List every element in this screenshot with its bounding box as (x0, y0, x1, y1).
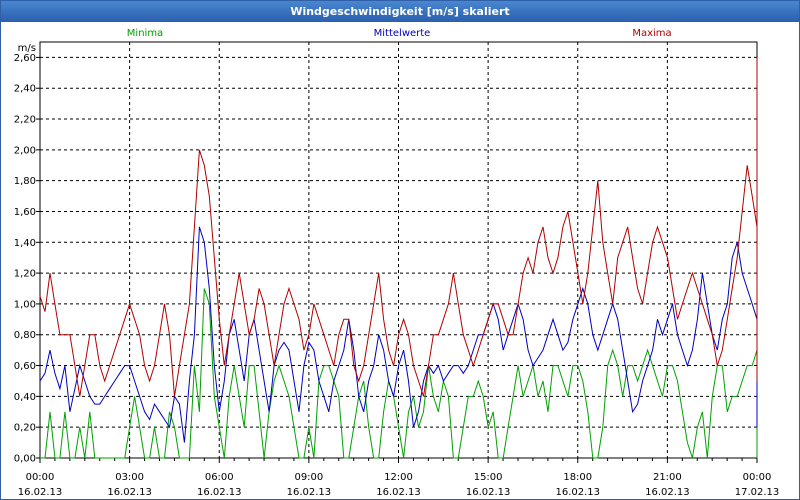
legend-item-mittelwerte: Mittelwerte (374, 28, 431, 39)
x-tick-date: 16.02.13 (197, 487, 242, 498)
x-axis: 00:00 16.02.13 03:00 16.02.13 06:00 16.02.13 0… (18, 458, 780, 498)
x-tick-date: 16.02.13 (107, 487, 152, 498)
chart-title: Windgeschwindigkeit [m/s] skaliert (1, 1, 799, 22)
y-tick-label: 0,00 (14, 454, 36, 465)
x-tick-time: 21:00 (653, 472, 682, 483)
series-group (39, 57, 758, 459)
y-tick-label: 0,20 (14, 423, 36, 434)
y-tick-label: 1,80 (14, 176, 36, 187)
y-tick-label: 1,60 (14, 207, 36, 218)
y-axis-label: m/s (18, 43, 36, 54)
x-tick-time: 00:00 (26, 472, 55, 483)
y-tick-label: 2,60 (14, 53, 36, 64)
y-axis: m/s 0,00 0,20 0,40 0,60 0,80 1,00 1,20 1,40 1,60… (14, 43, 40, 465)
y-tick-label: 2,20 (14, 115, 36, 126)
x-tick-date: 16.02.13 (18, 487, 63, 498)
y-tick-label: 2,00 (14, 145, 36, 156)
x-tick-date: 16.02.13 (555, 487, 600, 498)
series-line-maxima (39, 57, 758, 397)
y-tick-label: 0,40 (14, 392, 36, 403)
x-tick-date: 16.02.13 (645, 487, 690, 498)
y-tick-label: 0,60 (14, 361, 36, 372)
x-tick-time: 18:00 (563, 472, 592, 483)
y-tick-label: 0,80 (14, 330, 36, 341)
y-tick-label: 2,40 (14, 84, 36, 95)
legend-item-minima: Minima (127, 28, 163, 39)
y-tick-label: 1,00 (14, 299, 36, 310)
x-tick-date: 17.02.13 (735, 487, 780, 498)
x-tick-time: 03:00 (115, 472, 144, 483)
x-tick-date: 16.02.13 (376, 487, 421, 498)
x-tick-date: 16.02.13 (287, 487, 332, 498)
x-tick-time: 06:00 (205, 472, 234, 483)
y-tick-label: 1,20 (14, 269, 36, 280)
y-tick-label: 1,40 (14, 238, 36, 249)
x-tick-time: 09:00 (294, 472, 323, 483)
legend-item-maxima: Maxima (632, 28, 671, 39)
x-tick-time: 15:00 (474, 472, 503, 483)
x-tick-date: 16.02.13 (466, 487, 511, 498)
x-tick-time: 12:00 (384, 472, 413, 483)
legend: Minima Mittelwerte Maxima (127, 28, 672, 39)
x-tick-time: 00:00 (743, 472, 772, 483)
